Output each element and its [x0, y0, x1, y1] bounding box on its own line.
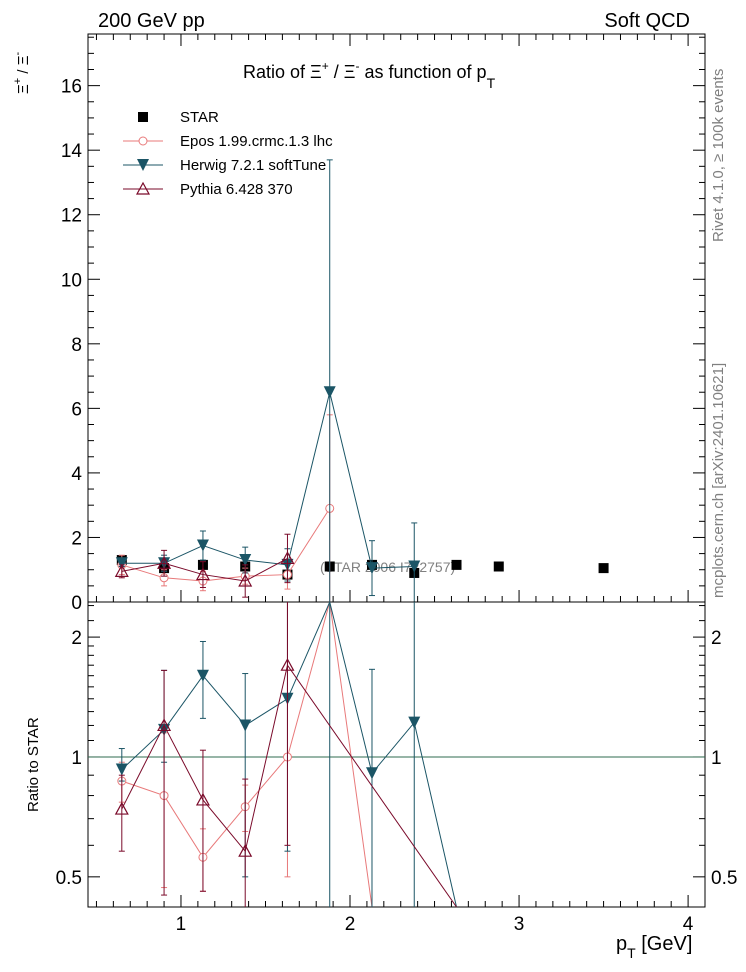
main-series	[114, 159, 609, 603]
main-y-tick-label: 2	[71, 528, 82, 549]
ratio-point-herwig	[408, 716, 421, 729]
legend-marker-pythia	[135, 181, 151, 195]
header-right-label: Soft QCD	[604, 10, 690, 32]
main-point-star	[451, 559, 462, 570]
main-point-herwig	[365, 562, 378, 575]
ratio-point-pythia	[114, 801, 129, 815]
main-series-herwig	[115, 159, 421, 603]
main-y-tick-label: 0	[71, 593, 82, 614]
legend-label-herwig: Herwig 7.2.1 softTune	[180, 157, 326, 174]
main-point-herwig	[115, 557, 128, 570]
ratio-y-axis-label: Ratio to STAR	[25, 717, 42, 812]
ratio-series-herwig	[115, 600, 457, 908]
legend-label-epos: Epos 1.99.crmc.1.3 lhc	[180, 133, 333, 150]
main-point-herwig	[408, 560, 421, 573]
ratio-point-pythia	[195, 792, 210, 806]
main-point-pythia	[114, 564, 129, 577]
ratio-y-tick-label-right: 2	[711, 628, 722, 649]
main-point-pythia	[280, 551, 295, 565]
ratio-point-herwig	[365, 767, 378, 780]
main-point-star	[598, 563, 609, 574]
mcplots-credit-label: mcplots.cern.ch [arXiv:2401.10621]	[710, 363, 727, 598]
main-point-pythia	[157, 556, 172, 569]
legend: STAR Epos 1.99.crmc.1.3 lhc Herwig 7.2.1 s…	[123, 109, 333, 198]
chart-title: Ratio of Ξ+ / Ξ- as function of pT	[243, 59, 496, 91]
ratio-x-tick-label: 3	[514, 914, 525, 935]
ratio-point-herwig	[239, 719, 252, 732]
main-point-pythia	[238, 573, 253, 587]
ratio-line-epos	[121, 601, 373, 908]
ratio-line-pythia	[121, 663, 457, 908]
ratio-x-tick-label: 2	[345, 914, 356, 935]
main-y-axis-label: Ξ+ / Ξ-	[12, 52, 32, 94]
main-y-tick-label: 10	[61, 270, 82, 291]
legend-label-star: STAR	[180, 109, 219, 126]
main-panel: 0 2 4 6 8 10 12 14 16 (STAR 2006 I722757) Ratio …	[12, 33, 706, 614]
ratio-y-tick-label-right: 1	[711, 748, 722, 769]
legend-marker-star	[138, 112, 148, 122]
main-point-herwig	[196, 539, 209, 552]
main-y-tick-label: 6	[71, 399, 82, 420]
main-y-tick-label: 12	[61, 206, 82, 227]
ratio-point-herwig	[115, 763, 128, 776]
ratio-y-tick-label-right: 0.5	[711, 868, 737, 889]
main-y-tick-label: 16	[61, 77, 82, 98]
main-point-herwig	[239, 554, 252, 567]
ratio-y-axis: 0.5 0.5 1 1 2 2	[56, 605, 737, 889]
ratio-panel: 0.5 0.5 1 1 2 2 1 2 3 4 Ratio to STAR pT [GeV]	[25, 600, 737, 961]
x-axis-label: pT [GeV]	[616, 933, 692, 961]
legend-label-pythia: Pythia 6.428 370	[180, 181, 293, 198]
ratio-panel-frame	[87, 601, 706, 908]
main-y-tick-label: 8	[71, 335, 82, 356]
ratio-x-axis: 1 2 3 4	[88, 756, 705, 935]
ratio-point-pythia	[157, 718, 172, 732]
main-line-herwig	[121, 392, 415, 569]
rivet-version-label: Rivet 4.1.0, ≥ 100k events	[710, 69, 727, 242]
header-left-label: 200 GeV pp	[98, 10, 205, 32]
ratio-series-pythia	[114, 602, 457, 908]
main-point-herwig	[323, 386, 336, 399]
main-y-axis: 0 2 4 6 8 10 12 14 16	[61, 36, 705, 614]
ratio-y-tick-label: 0.5	[56, 868, 82, 889]
ratio-y-tick-label: 1	[71, 748, 82, 769]
main-series-pythia	[114, 533, 295, 598]
ratio-x-tick-label: 1	[176, 914, 187, 935]
legend-marker-herwig	[137, 159, 149, 171]
ratio-series	[114, 600, 457, 908]
ratio-point-pythia	[238, 843, 253, 857]
legend-marker-epos	[138, 136, 148, 146]
source-watermark: (STAR 2006 I722757)	[320, 559, 455, 575]
main-y-tick-label: 14	[61, 141, 83, 162]
main-x-ticks	[95, 34, 689, 602]
main-line-epos	[121, 508, 331, 582]
ratio-y-tick-label: 2	[71, 628, 82, 649]
main-point-pythia	[195, 567, 210, 581]
main-point-star	[493, 561, 504, 572]
main-y-tick-label: 4	[71, 464, 82, 485]
ratio-point-herwig	[196, 669, 209, 682]
ratio-x-tick-label: 4	[683, 914, 694, 935]
ratio-point-pythia	[280, 657, 295, 671]
